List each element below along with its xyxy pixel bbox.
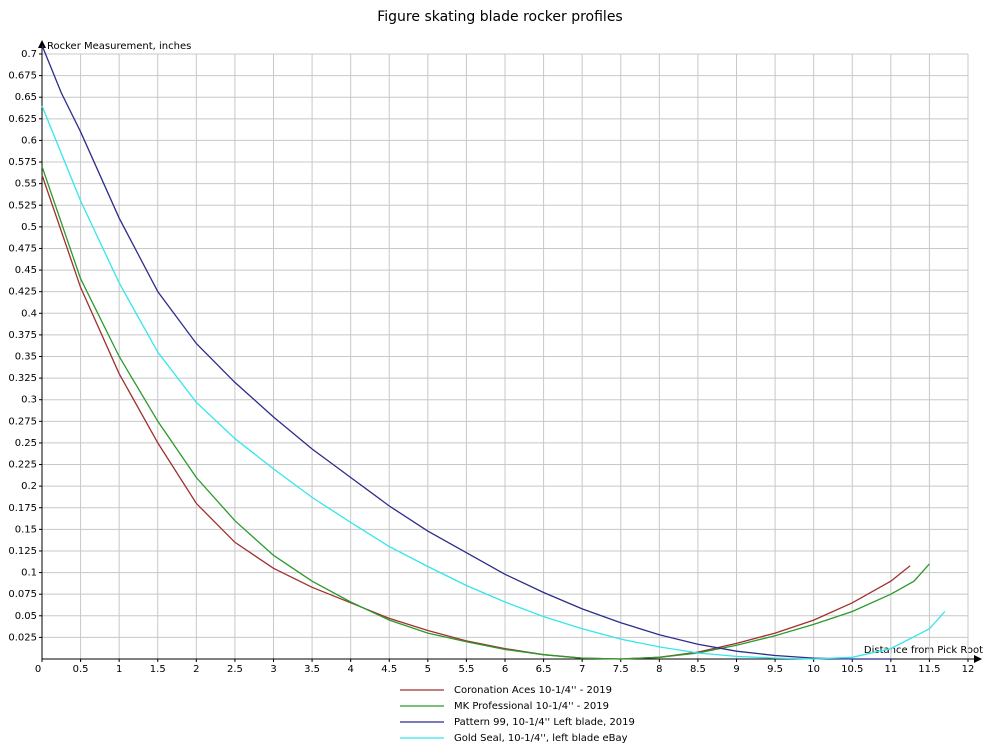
x-tick-label: 6.5	[536, 664, 552, 675]
x-tick-label: 9.5	[767, 664, 783, 675]
y-tick-label: 0.65	[15, 92, 37, 103]
y-tick-label: 0.55	[15, 179, 37, 190]
y-tick-label: 0.175	[8, 503, 37, 514]
y-tick-label: 0.325	[8, 373, 37, 384]
y-tick-label: 0.425	[8, 287, 37, 298]
x-tick-label: 0.5	[73, 664, 89, 675]
x-tick-label: 7	[579, 664, 585, 675]
x-tick-label: 6	[502, 664, 508, 675]
y-tick-label: 0.6	[21, 135, 37, 146]
y-tick-label: 0.525	[8, 200, 37, 211]
legend-label: MK Professional 10-1/4'' - 2019	[454, 701, 609, 712]
y-tick-label: 0.475	[8, 243, 37, 254]
y-tick-label: 0.2	[21, 481, 37, 492]
y-tick-label: 0.3	[21, 395, 37, 406]
x-tick-label: 8.5	[690, 664, 706, 675]
y-tick-label: 0.675	[8, 71, 37, 82]
x-tick-label: 1	[116, 664, 122, 675]
y-tick-label: 0.375	[8, 330, 37, 341]
y-tick-label: 0.35	[15, 352, 37, 363]
y-tick-label: 0.275	[8, 416, 37, 427]
x-tick-label: 7.5	[613, 664, 629, 675]
y-tick-label: 0.4	[21, 308, 37, 319]
x-tick-label: 8	[656, 664, 662, 675]
x-tick-label: 2	[193, 664, 199, 675]
axis-arrow	[974, 655, 982, 663]
chart-title: Figure skating blade rocker profiles	[377, 9, 622, 25]
y-tick-label: 0.075	[8, 589, 37, 600]
y-tick-label: 0.1	[21, 568, 37, 579]
y-tick-label: 0.25	[15, 438, 37, 449]
x-tick-label: 2.5	[227, 664, 243, 675]
y-tick-label: 0.05	[15, 611, 37, 622]
x-tick-label: 5.5	[458, 664, 474, 675]
x-tick-label: 1.5	[150, 664, 166, 675]
legend-label: Pattern 99, 10-1/4'' Left blade, 2019	[454, 717, 635, 728]
x-tick-label: 11.5	[918, 664, 940, 675]
x-tick-label: 10.5	[841, 664, 863, 675]
series-line	[41, 45, 891, 660]
legend-label: Gold Seal, 10-1/4'', left blade eBay	[454, 733, 628, 744]
x-tick-label: 0	[35, 664, 41, 675]
x-tick-label: 5	[425, 664, 431, 675]
series-line	[41, 166, 930, 660]
x-tick-label: 9	[733, 664, 739, 675]
x-tick-label: 4.5	[381, 664, 397, 675]
x-tick-label: 12	[962, 664, 975, 675]
x-tick-label: 11	[884, 664, 897, 675]
x-axis-label: Distance from Pick Root	[864, 645, 983, 656]
x-tick-label: 3.5	[304, 664, 320, 675]
y-tick-label: 0.125	[8, 546, 37, 557]
y-tick-label: 0.7	[21, 49, 37, 60]
axis-arrow	[38, 40, 46, 48]
x-tick-label: 4	[347, 664, 353, 675]
y-tick-label: 0.225	[8, 460, 37, 471]
legend-label: Coronation Aces 10-1/4'' - 2019	[454, 685, 612, 696]
y-tick-label: 0.625	[8, 114, 37, 125]
y-tick-label: 0.5	[21, 222, 37, 233]
x-tick-label: 3	[270, 664, 276, 675]
y-tick-label: 0.025	[8, 632, 37, 643]
y-axis-label: Rocker Measurement, inches	[47, 41, 191, 52]
y-tick-label: 0.45	[15, 265, 37, 276]
y-tick-label: 0.575	[8, 157, 37, 168]
y-tick-label: 0.15	[15, 524, 37, 535]
series-line	[41, 174, 911, 660]
series-line	[41, 105, 946, 660]
x-tick-label: 10	[807, 664, 820, 675]
